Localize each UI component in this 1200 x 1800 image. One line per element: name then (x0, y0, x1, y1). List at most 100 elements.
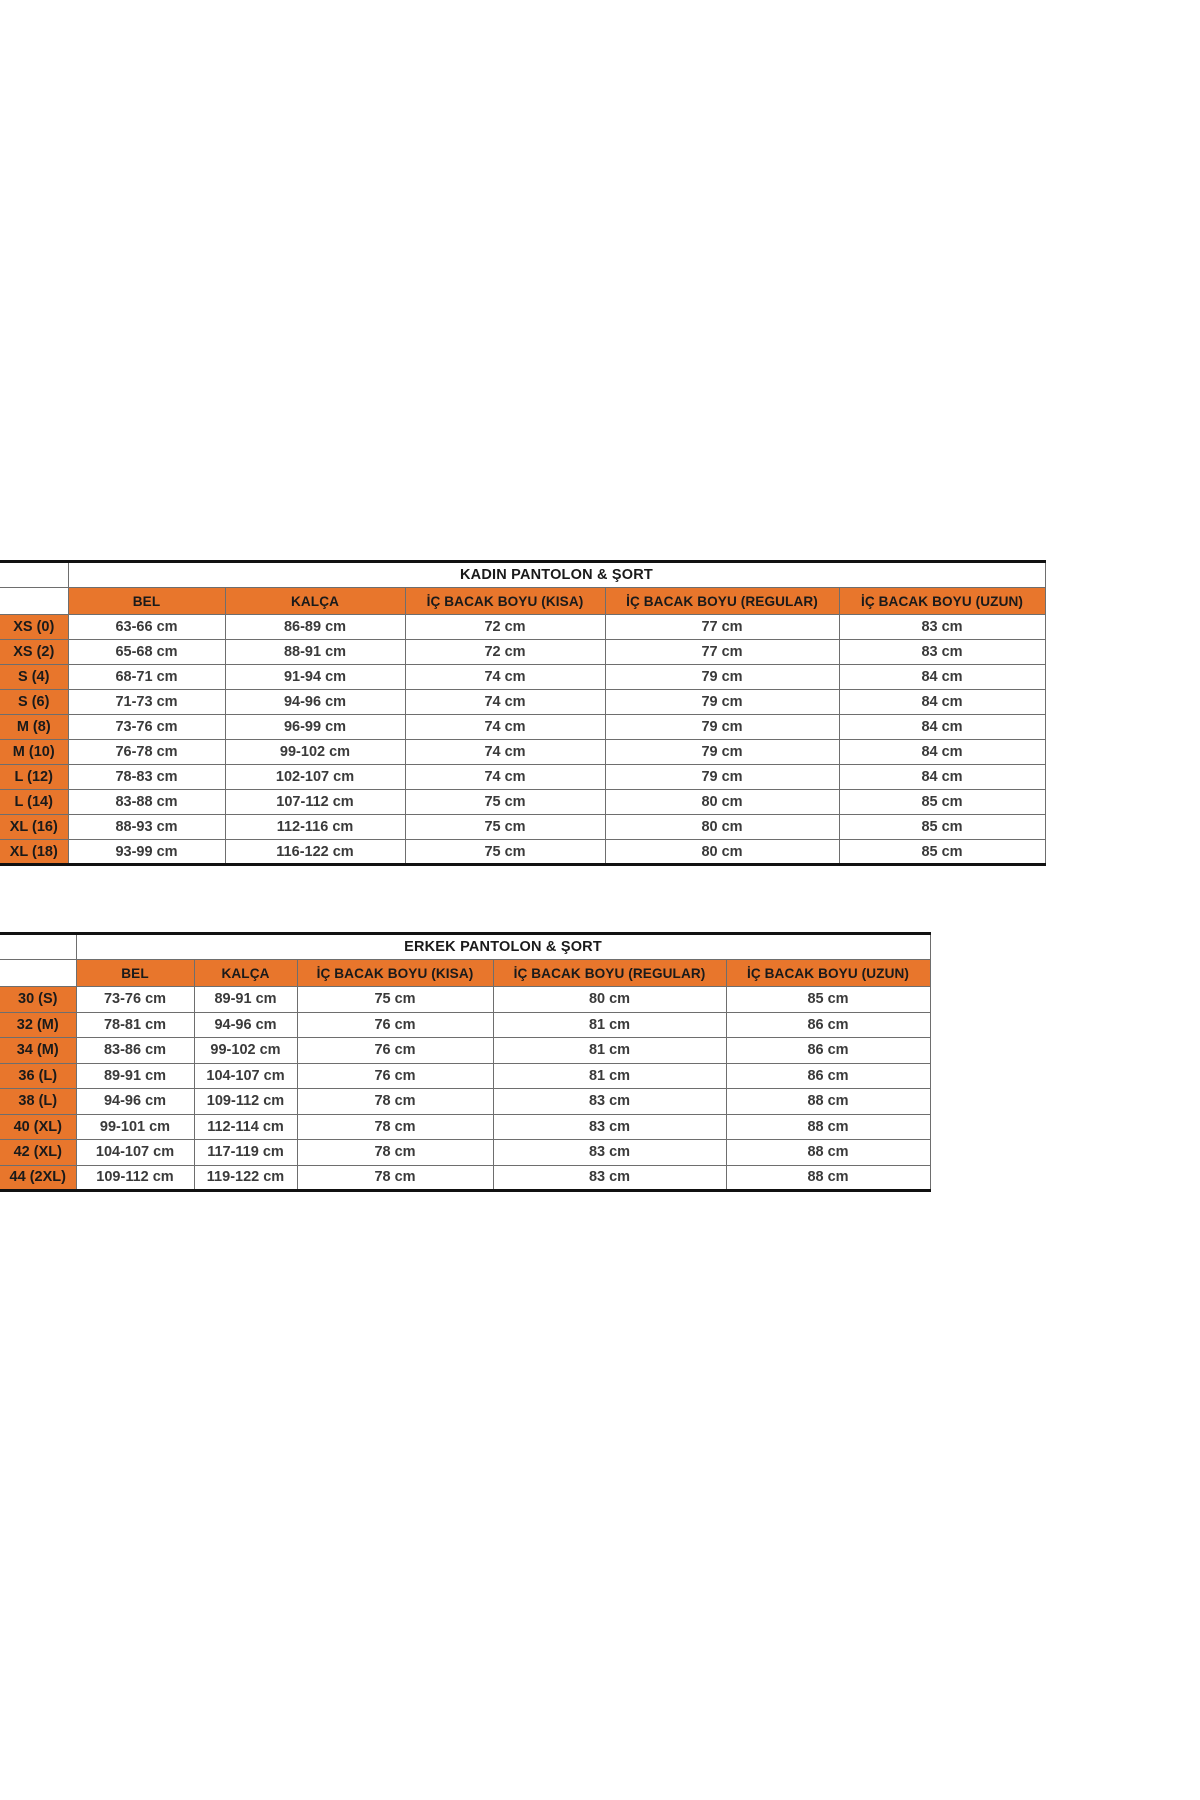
cell-inseam-regular: 83 cm (492, 1113, 727, 1140)
cell-bel: 99-101 cm (75, 1113, 195, 1140)
cell-kalca: 86-89 cm (224, 614, 406, 640)
cell-inseam-regular: 80 cm (492, 986, 727, 1013)
cell-bel: 104-107 cm (75, 1139, 195, 1166)
cell-inseam-long: 84 cm (838, 714, 1046, 740)
cell-inseam-short: 75 cm (404, 814, 606, 840)
cell-kalca: 119-122 cm (193, 1164, 298, 1192)
column-header-bel: BEL (67, 587, 226, 615)
column-header-kalca: KALÇA (193, 959, 298, 987)
cell-inseam-long: 88 cm (725, 1113, 931, 1140)
cell-kalca: 94-96 cm (224, 689, 406, 715)
cell-inseam-short: 78 cm (296, 1139, 494, 1166)
row-size-label: 36 (L) (0, 1062, 77, 1089)
cell-kalca: 99-102 cm (193, 1037, 298, 1064)
row-size-label: M (10) (0, 739, 69, 765)
table-row: 42 (XL) 104-107 cm 117-119 cm 78 cm 83 c… (0, 1139, 931, 1166)
cell-inseam-long: 86 cm (725, 1037, 931, 1064)
cell-inseam-short: 78 cm (296, 1164, 494, 1192)
cell-inseam-short: 78 cm (296, 1088, 494, 1115)
mens-table-title: ERKEK PANTOLON & ŞORT (75, 932, 931, 960)
cell-kalca: 88-91 cm (224, 639, 406, 665)
cell-inseam-regular: 77 cm (604, 614, 840, 640)
table-row: XL (18) 93-99 cm 116-122 cm 75 cm 80 cm … (0, 839, 1046, 866)
cell-bel: 89-91 cm (75, 1062, 195, 1089)
cell-bel: 78-81 cm (75, 1011, 195, 1038)
cell-bel: 73-76 cm (67, 714, 226, 740)
womens-size-table: KADIN PANTOLON & ŞORT BEL KALÇA İÇ BACAK… (0, 560, 1046, 866)
cell-inseam-short: 74 cm (404, 764, 606, 790)
table-header-row: BEL KALÇA İÇ BACAK BOYU (KISA) İÇ BACAK … (0, 959, 931, 987)
cell-bel: 83-86 cm (75, 1037, 195, 1064)
column-header-inseam-short: İÇ BACAK BOYU (KISA) (404, 587, 606, 615)
table-row: L (14) 83-88 cm 107-112 cm 75 cm 80 cm 8… (0, 789, 1046, 815)
row-size-label: XS (0) (0, 614, 69, 640)
cell-bel: 93-99 cm (67, 839, 226, 866)
cell-inseam-regular: 81 cm (492, 1062, 727, 1089)
cell-bel: 73-76 cm (75, 986, 195, 1013)
header-blank-cell (0, 587, 68, 615)
row-size-label: S (6) (0, 689, 69, 715)
cell-inseam-regular: 83 cm (492, 1088, 727, 1115)
table-title-row: KADIN PANTOLON & ŞORT (0, 560, 1046, 588)
cell-bel: 71-73 cm (67, 689, 226, 715)
mens-size-table: ERKEK PANTOLON & ŞORT BEL KALÇA İÇ BACAK… (0, 932, 931, 1192)
cell-inseam-long: 83 cm (838, 614, 1046, 640)
cell-inseam-regular: 80 cm (604, 839, 840, 866)
row-size-label: 34 (M) (0, 1037, 77, 1064)
table-row: 32 (M) 78-81 cm 94-96 cm 76 cm 81 cm 86 … (0, 1011, 931, 1038)
cell-inseam-long: 84 cm (838, 664, 1046, 690)
womens-table-title: KADIN PANTOLON & ŞORT (67, 560, 1046, 588)
cell-inseam-short: 74 cm (404, 714, 606, 740)
cell-inseam-short: 75 cm (404, 789, 606, 815)
column-header-inseam-long: İÇ BACAK BOYU (UZUN) (725, 959, 931, 987)
cell-inseam-long: 88 cm (725, 1164, 931, 1192)
cell-bel: 88-93 cm (67, 814, 226, 840)
cell-kalca: 96-99 cm (224, 714, 406, 740)
cell-inseam-long: 88 cm (725, 1139, 931, 1166)
row-size-label: 30 (S) (0, 986, 77, 1013)
row-size-label: 44 (2XL) (0, 1164, 77, 1192)
table-row: XL (16) 88-93 cm 112-116 cm 75 cm 80 cm … (0, 814, 1046, 840)
cell-inseam-short: 74 cm (404, 664, 606, 690)
table-row: S (6) 71-73 cm 94-96 cm 74 cm 79 cm 84 c… (0, 689, 1046, 715)
cell-inseam-short: 74 cm (404, 739, 606, 765)
table-row: S (4) 68-71 cm 91-94 cm 74 cm 79 cm 84 c… (0, 664, 1046, 690)
table-row: XS (0) 63-66 cm 86-89 cm 72 cm 77 cm 83 … (0, 614, 1046, 640)
row-size-label: XL (18) (0, 839, 69, 866)
row-size-label: M (8) (0, 714, 69, 740)
cell-kalca: 99-102 cm (224, 739, 406, 765)
cell-inseam-regular: 81 cm (492, 1037, 727, 1064)
cell-inseam-long: 84 cm (838, 764, 1046, 790)
cell-inseam-short: 76 cm (296, 1062, 494, 1089)
column-header-inseam-short: İÇ BACAK BOYU (KISA) (296, 959, 494, 987)
cell-inseam-long: 86 cm (725, 1062, 931, 1089)
cell-inseam-long: 86 cm (725, 1011, 931, 1038)
row-size-label: L (12) (0, 764, 69, 790)
cell-bel: 109-112 cm (75, 1164, 195, 1192)
cell-inseam-short: 72 cm (404, 639, 606, 665)
table-row: 34 (M) 83-86 cm 99-102 cm 76 cm 81 cm 86… (0, 1037, 931, 1064)
corner-blank-cell (0, 560, 69, 588)
cell-bel: 94-96 cm (75, 1088, 195, 1115)
cell-kalca: 117-119 cm (193, 1139, 298, 1166)
cell-inseam-long: 88 cm (725, 1088, 931, 1115)
table-header-row: BEL KALÇA İÇ BACAK BOYU (KISA) İÇ BACAK … (0, 587, 1046, 615)
cell-inseam-regular: 79 cm (604, 739, 840, 765)
column-header-inseam-long: İÇ BACAK BOYU (UZUN) (838, 587, 1046, 615)
cell-inseam-long: 83 cm (838, 639, 1046, 665)
row-size-label: 42 (XL) (0, 1139, 77, 1166)
table-row: M (10) 76-78 cm 99-102 cm 74 cm 79 cm 84… (0, 739, 1046, 765)
cell-kalca: 109-112 cm (193, 1088, 298, 1115)
cell-bel: 63-66 cm (67, 614, 226, 640)
cell-kalca: 89-91 cm (193, 986, 298, 1013)
cell-bel: 65-68 cm (67, 639, 226, 665)
cell-inseam-regular: 79 cm (604, 764, 840, 790)
cell-inseam-short: 78 cm (296, 1113, 494, 1140)
table-row: 30 (S) 73-76 cm 89-91 cm 75 cm 80 cm 85 … (0, 986, 931, 1013)
cell-inseam-long: 84 cm (838, 739, 1046, 765)
cell-bel: 76-78 cm (67, 739, 226, 765)
cell-inseam-regular: 79 cm (604, 664, 840, 690)
cell-inseam-regular: 81 cm (492, 1011, 727, 1038)
table-row: 38 (L) 94-96 cm 109-112 cm 78 cm 83 cm 8… (0, 1088, 931, 1115)
